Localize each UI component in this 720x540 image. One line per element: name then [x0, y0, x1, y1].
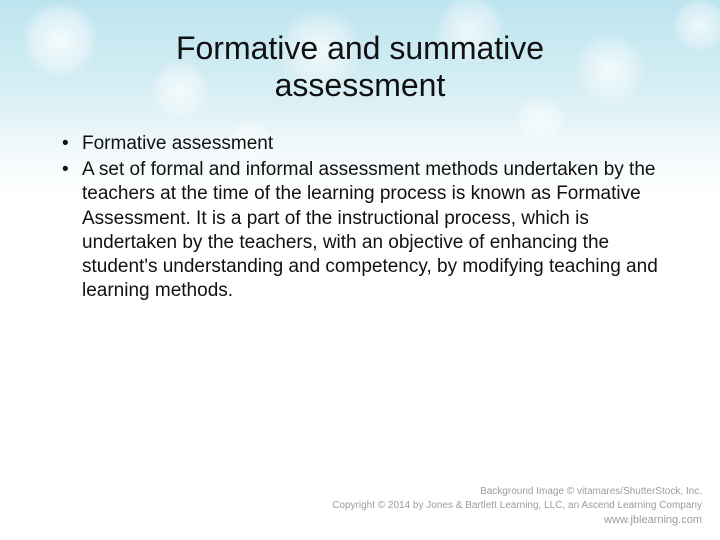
footer-attribution: Background Image © vitamares/ShutterStoc…: [332, 485, 702, 528]
footer-url: www.jblearning.com: [332, 513, 702, 528]
bullet-text: A set of formal and informal assessment …: [82, 159, 658, 302]
slide-container: Formative and summative assessment Forma…: [0, 0, 720, 540]
list-item: A set of formal and informal assessment …: [58, 158, 662, 304]
slide-title: Formative and summative assessment: [100, 30, 620, 104]
footer-copyright: Copyright © 2014 by Jones & Bartlett Lea…: [332, 499, 702, 513]
footer-credit: Background Image © vitamares/ShutterStoc…: [332, 485, 702, 499]
list-item: Formative assessment: [58, 132, 662, 156]
bullet-text: Formative assessment: [82, 133, 273, 154]
bullet-list: Formative assessment A set of formal and…: [58, 132, 662, 304]
